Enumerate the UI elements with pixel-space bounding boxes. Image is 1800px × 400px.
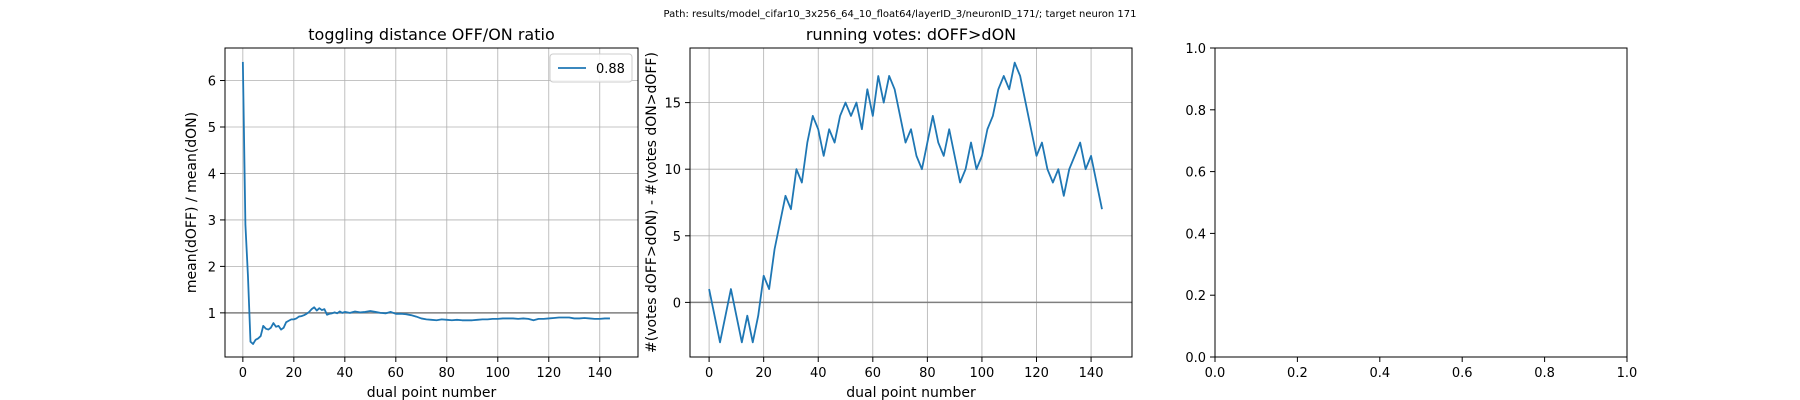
x-tick-label: 120 <box>536 366 561 381</box>
x-axis-label: dual point number <box>367 385 497 400</box>
y-tick-label: 0.6 <box>1185 166 1206 181</box>
axes-frame <box>224 47 639 358</box>
x-tick-label: 0.8 <box>1534 366 1555 381</box>
chart-3: 0.0 0.2 0.4 0.6 0.8 1.0 0.0 0.2 0.4 0.6 0.8 1.0 <box>1185 42 1637 381</box>
y-tick-label: 1 <box>208 307 216 322</box>
x-tick-label: 1.0 <box>1617 366 1638 381</box>
y-tick-label: 0 <box>673 296 681 311</box>
x-tick-label: 80 <box>439 366 456 381</box>
x-tick-label: 0 <box>239 366 247 381</box>
x-tick-label: 120 <box>1024 366 1049 381</box>
legend-label: 0.88 <box>596 62 625 77</box>
x-tick-label: 100 <box>485 366 510 381</box>
figure-suptitle: Path: results/model_cifar10_3x256_64_10_… <box>664 9 1137 20</box>
legend-box <box>549 53 633 83</box>
x-tick-label: 40 <box>337 366 354 381</box>
y-axis-label: #(votes dOFF>dON) - #(votes dON>dOFF) <box>644 52 660 353</box>
chart-1: 0 20 40 60 80 100 120 140 1 2 3 4 5 6 toggling distanc… <box>184 25 639 400</box>
x-tick-label: 80 <box>919 366 936 381</box>
y-tick-label: 4 <box>208 167 216 182</box>
x-tick-label: 0 <box>705 366 713 381</box>
x-tick-label: 100 <box>970 366 995 381</box>
x-tick-label: 0.6 <box>1452 366 1473 381</box>
x-tick-label: 140 <box>1079 366 1104 381</box>
x-tick-label: 60 <box>865 366 882 381</box>
y-tick-label: 5 <box>673 230 681 245</box>
x-tick-label: 0.2 <box>1287 366 1308 381</box>
legend: 0.88 <box>549 53 633 83</box>
x-tick-label: 140 <box>587 366 612 381</box>
x-tick-label: 60 <box>388 366 405 381</box>
y-tick-label: 0.0 <box>1185 351 1206 366</box>
y-tick-label: 10 <box>664 163 681 178</box>
y-tick-label: 0.4 <box>1185 227 1206 242</box>
y-tick-label: 5 <box>208 121 216 136</box>
chart-title: toggling distance OFF/ON ratio <box>308 25 554 44</box>
x-axis-label: dual point number <box>846 385 976 400</box>
y-tick-label: 1.0 <box>1185 42 1206 57</box>
chart-2: 0 20 40 60 80 100 120 140 0 5 10 15 running votes: d… <box>644 25 1133 400</box>
x-tick-label: 40 <box>810 366 827 381</box>
y-tick-label: 3 <box>208 214 216 229</box>
x-tick-label: 0.0 <box>1205 366 1226 381</box>
axes-frame <box>1214 47 1628 358</box>
y-tick-label: 2 <box>208 260 216 275</box>
x-tick-label: 0.4 <box>1369 366 1390 381</box>
y-tick-label: 0.2 <box>1185 289 1206 304</box>
y-tick-label: 0.8 <box>1185 104 1206 119</box>
y-tick-label: 6 <box>208 75 216 90</box>
x-tick-label: 20 <box>755 366 772 381</box>
axes-frame <box>689 47 1133 358</box>
chart-title: running votes: dOFF>dON <box>806 25 1016 44</box>
series-line-1 <box>708 61 1103 344</box>
series-line-1 <box>241 61 610 345</box>
y-tick-label: 15 <box>664 97 681 112</box>
y-axis-label: mean(dOFF) / mean(dON) <box>184 112 200 293</box>
x-tick-label: 20 <box>286 366 303 381</box>
